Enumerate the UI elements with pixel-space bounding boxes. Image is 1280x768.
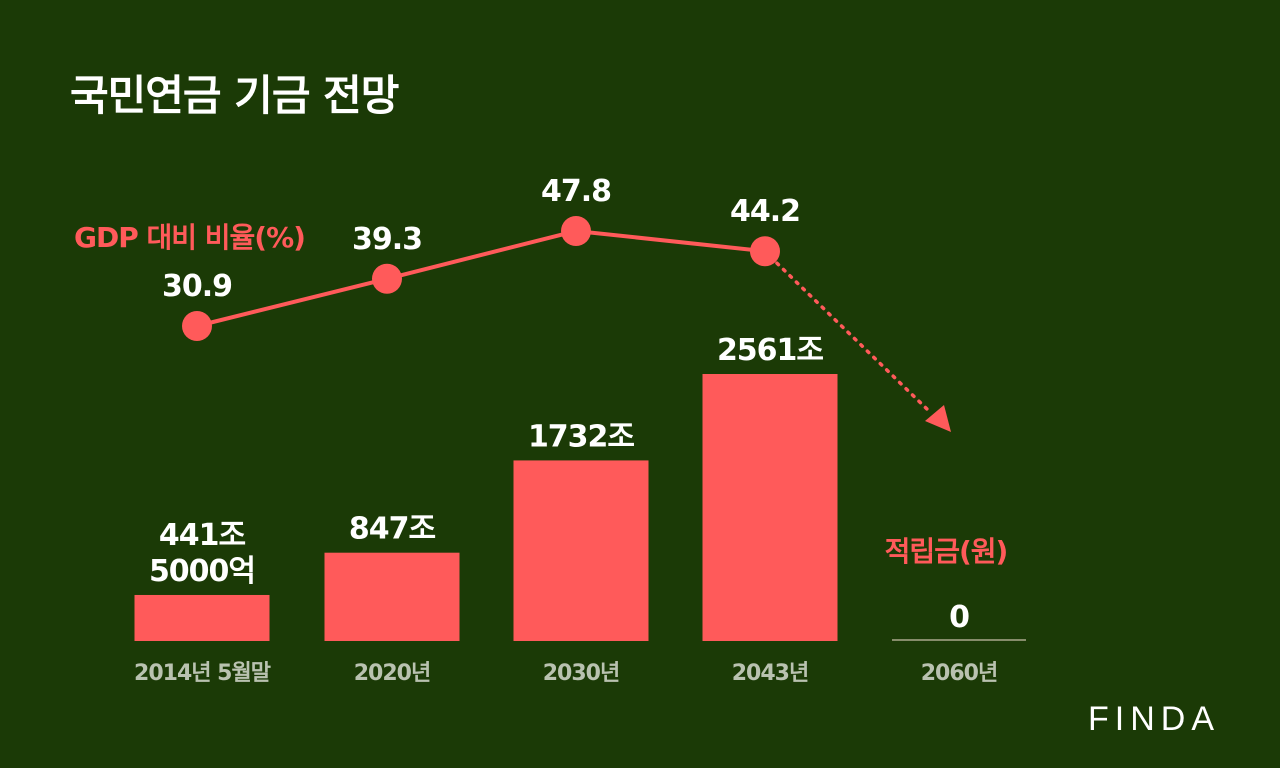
bar-value-label: 1732조	[528, 419, 634, 454]
line-point	[750, 236, 780, 267]
bar-series-name: 적립금(원)	[885, 535, 1008, 568]
bar-value-label: 847조	[349, 512, 436, 547]
category-label: 2020년	[354, 661, 430, 686]
bar-value-label: 2561조	[717, 333, 823, 368]
category-label: 2060년	[921, 661, 997, 686]
line-series-name: GDP 대비 비율(%)	[74, 221, 305, 254]
bar-value-label: 441조	[159, 518, 246, 553]
line-value-label: 47.8	[541, 174, 611, 209]
bar	[513, 460, 649, 641]
category-label: 2043년	[732, 661, 808, 686]
bar	[324, 552, 460, 641]
category-label: 2014년 5월말	[134, 661, 271, 686]
trend-arrow-head	[925, 405, 951, 432]
line-point	[182, 311, 212, 341]
bar-value-label: 0	[949, 600, 969, 635]
line-point	[372, 263, 402, 294]
line-value-label: 44.2	[730, 194, 800, 229]
line-value-label: 30.9	[162, 269, 232, 304]
line-point	[561, 216, 591, 246]
finda-logo: FINDA	[1088, 700, 1220, 738]
bar-value-label: 5000억	[149, 554, 255, 589]
chart-title: 국민연금 기금 전망	[70, 71, 399, 120]
line-value-label: 39.3	[352, 222, 422, 257]
bar	[702, 374, 838, 641]
line-series-path	[196, 228, 766, 328]
trend-arrow-dotted-line	[775, 261, 932, 414]
bar	[134, 594, 270, 641]
category-label: 2030년	[543, 661, 619, 686]
